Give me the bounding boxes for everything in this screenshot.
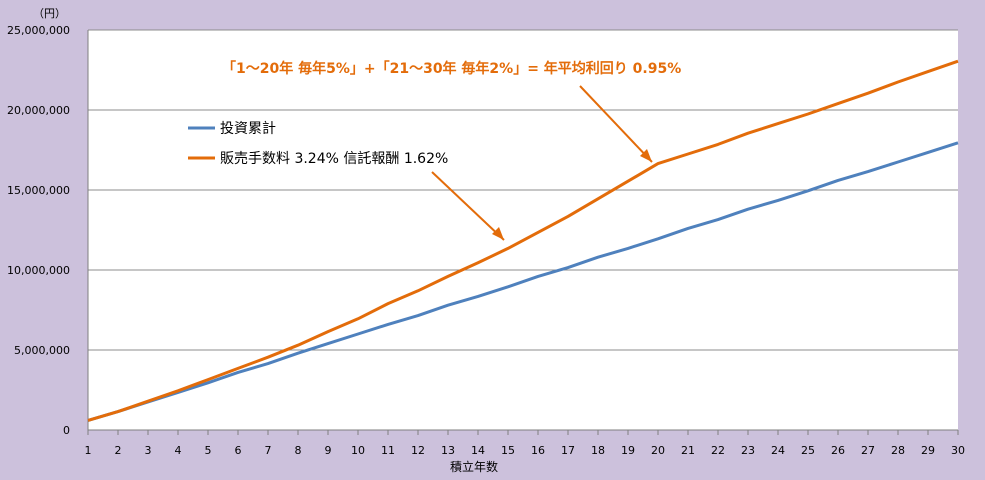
y-tick-label: 0 — [63, 424, 70, 437]
annotation-arrowhead-2 — [492, 227, 504, 240]
x-tick-label: 28 — [891, 444, 905, 457]
x-axis-ticks: 1 2 3 4 5 6 7 8 9 10 11 12 13 14 15 16 17 18 19 20 21 22 23 24 2… — [85, 430, 965, 457]
x-tick-label: 19 — [621, 444, 635, 457]
x-tick-label: 10 — [351, 444, 365, 457]
x-tick-label: 20 — [651, 444, 665, 457]
x-tick-label: 23 — [741, 444, 755, 457]
annotation-arrow-1 — [579, 85, 653, 163]
x-tick-label: 2 — [115, 444, 122, 457]
y-tick-label: 10,000,000 — [7, 264, 70, 277]
x-tick-label: 13 — [441, 444, 455, 457]
x-tick-label: 24 — [771, 444, 785, 457]
y-tick-label: 20,000,000 — [7, 104, 70, 117]
x-tick-label: 5 — [205, 444, 212, 457]
y-tick-label: 5,000,000 — [14, 344, 70, 357]
x-tick-label: 14 — [471, 444, 485, 457]
x-tick-label: 3 — [145, 444, 152, 457]
gridlines — [87, 29, 958, 431]
x-tick-label: 18 — [591, 444, 605, 457]
x-tick-label: 22 — [711, 444, 725, 457]
plot-area — [88, 30, 958, 430]
y-tick-label: 15,000,000 — [7, 184, 70, 197]
annotation-text: 「1～20年 毎年5%」+「21～30年 毎年2%」= 年平均利回り 0.95% — [222, 60, 681, 77]
series-lines — [87, 59, 959, 422]
annotation-arrows — [431, 85, 653, 241]
x-tick-label: 27 — [861, 444, 875, 457]
x-tick-label: 4 — [175, 444, 182, 457]
x-tick-label: 6 — [235, 444, 242, 457]
y-tick-label: 25,000,000 — [7, 24, 70, 37]
x-tick-label: 8 — [295, 444, 302, 457]
x-axis-label: 積立年数 — [450, 459, 498, 474]
x-tick-label: 12 — [411, 444, 425, 457]
x-tick-label: 9 — [325, 444, 332, 457]
x-tick-label: 29 — [921, 444, 935, 457]
annotation-arrowhead-1 — [640, 149, 652, 162]
x-tick-label: 30 — [951, 444, 965, 457]
x-tick-label: 25 — [801, 444, 815, 457]
x-tick-label: 15 — [501, 444, 515, 457]
legend-label-series-1: 投資累計 — [220, 121, 276, 137]
x-tick-label: 26 — [831, 444, 845, 457]
legend: 投資累計 販売手数料 3.24% 信託報酬 1.62% — [188, 121, 448, 167]
annotation-arrow-2 — [431, 171, 505, 241]
legend-label-series-2: 販売手数料 3.24% 信託報酬 1.62% — [220, 151, 448, 167]
y-unit-label: （円） — [33, 7, 66, 20]
x-tick-label: 17 — [561, 444, 575, 457]
x-tick-label: 11 — [381, 444, 395, 457]
x-tick-label: 7 — [265, 444, 272, 457]
series-line-2 — [87, 59, 959, 422]
series-line-1 — [87, 141, 959, 422]
y-axis-ticks: 0 5,000,000 10,000,000 15,000,000 20,000,000… — [7, 24, 70, 437]
x-tick-label: 16 — [531, 444, 545, 457]
x-tick-label: 1 — [85, 444, 92, 457]
x-tick-label: 21 — [681, 444, 695, 457]
